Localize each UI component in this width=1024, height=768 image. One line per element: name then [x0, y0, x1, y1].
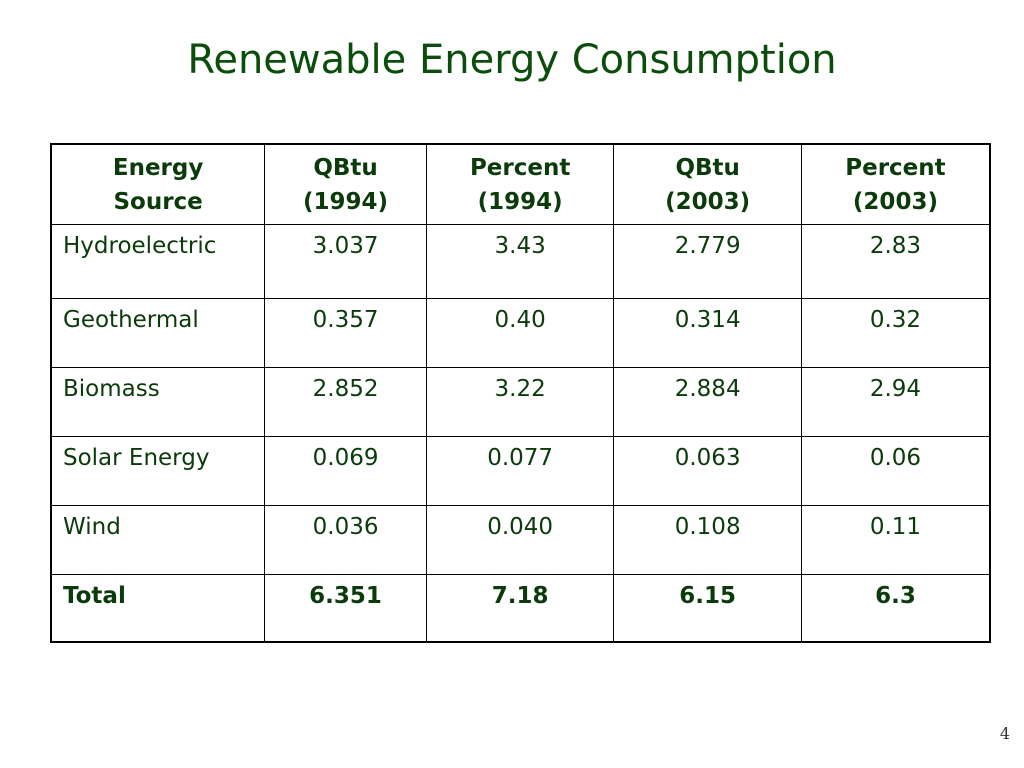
cell-source-total: Total	[50, 574, 266, 643]
cell-percent-2003: 0.06	[800, 436, 991, 506]
cell-qbtu-2003: 0.314	[613, 298, 802, 368]
header-line: Percent	[469, 155, 571, 181]
page-number: 4	[999, 724, 1010, 743]
slide-title: Renewable Energy Consumption	[187, 37, 837, 83]
cell-percent-2003: 0.11	[800, 505, 991, 575]
cell-percent-1994-total: 7.18	[425, 574, 615, 643]
cell-qbtu-2003: 0.063	[613, 436, 802, 506]
table-row: Solar Energy 0.069 0.077 0.063 0.06	[50, 436, 991, 506]
cell-qbtu-1994: 0.069	[264, 436, 427, 506]
header-energy-source: Energy Source	[50, 143, 266, 225]
cell-percent-2003: 2.83	[800, 224, 991, 299]
cell-qbtu-2003-total: 6.15	[613, 574, 802, 643]
cell-qbtu-1994: 3.037	[264, 224, 427, 299]
cell-qbtu-2003: 2.884	[613, 367, 802, 437]
cell-qbtu-1994: 2.852	[264, 367, 427, 437]
table-header-row: Energy Source QBtu (1994) Percent (1994)…	[50, 143, 991, 225]
cell-source: Geothermal	[50, 298, 266, 368]
cell-qbtu-1994-total: 6.351	[264, 574, 427, 643]
header-line: Energy	[112, 155, 204, 181]
cell-percent-2003-total: 6.3	[800, 574, 991, 643]
cell-percent-1994: 3.43	[425, 224, 615, 299]
header-line: (2003)	[665, 189, 751, 215]
cell-percent-1994: 0.077	[425, 436, 615, 506]
header-qbtu-1994: QBtu (1994)	[264, 143, 427, 225]
header-line: QBtu	[313, 155, 378, 181]
table-row: Hydroelectric 3.037 3.43 2.779 2.83	[50, 224, 991, 299]
header-percent-1994: Percent (1994)	[425, 143, 615, 225]
cell-source: Solar Energy	[50, 436, 266, 506]
cell-percent-2003: 0.32	[800, 298, 991, 368]
header-line: (2003)	[852, 189, 938, 215]
table-row: Wind 0.036 0.040 0.108 0.11	[50, 505, 991, 575]
header-line: QBtu	[675, 155, 740, 181]
header-qbtu-2003: QBtu (2003)	[613, 143, 802, 225]
cell-qbtu-2003: 2.779	[613, 224, 802, 299]
table-row: Geothermal 0.357 0.40 0.314 0.32	[50, 298, 991, 368]
cell-percent-1994: 0.040	[425, 505, 615, 575]
header-line: (1994)	[477, 189, 563, 215]
cell-percent-2003: 2.94	[800, 367, 991, 437]
cell-percent-1994: 3.22	[425, 367, 615, 437]
header-line: Source	[113, 189, 203, 215]
header-line: (1994)	[303, 189, 389, 215]
table-total-row: Total 6.351 7.18 6.15 6.3	[50, 574, 991, 643]
energy-consumption-table: Energy Source QBtu (1994) Percent (1994)…	[50, 143, 991, 643]
header-line: Percent	[845, 155, 946, 181]
cell-source: Hydroelectric	[50, 224, 266, 299]
cell-source: Biomass	[50, 367, 266, 437]
table-row: Biomass 2.852 3.22 2.884 2.94	[50, 367, 991, 437]
cell-qbtu-1994: 0.357	[264, 298, 427, 368]
cell-percent-1994: 0.40	[425, 298, 615, 368]
cell-qbtu-2003: 0.108	[613, 505, 802, 575]
cell-qbtu-1994: 0.036	[264, 505, 427, 575]
cell-source: Wind	[50, 505, 266, 575]
header-percent-2003: Percent (2003)	[800, 143, 991, 225]
